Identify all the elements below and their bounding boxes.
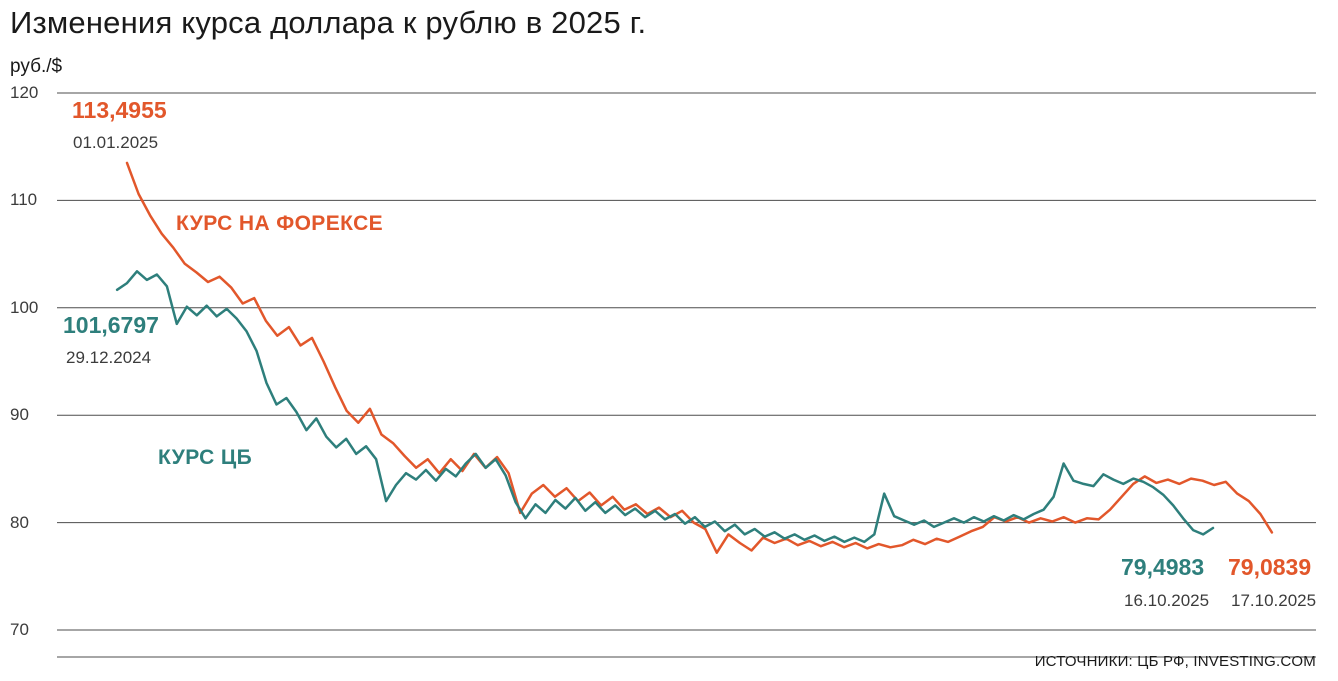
cb-start-value: 101,6797 [63,312,159,338]
y-tick-label: 110 [10,190,38,210]
forex-start-value: 113,4955 [72,97,167,123]
cb-end-date: 16.10.2025 [1124,591,1210,610]
y-axis-unit-label: руб./$ [10,56,63,77]
y-tick-label: 70 [10,620,29,639]
cb-start-date: 29.12.2024 [66,348,152,367]
y-tick-label: 90 [10,405,29,425]
forex-line [125,161,1274,554]
forex-end-date: 17.10.2025 [1231,591,1317,610]
chart-title: Изменения курса доллара к рублю в 2025 г… [10,5,647,40]
cb-end-value: 79,4983 [1121,554,1205,580]
forex-end-value: 79,0839 [1228,554,1312,580]
y-tick-label: 80 [10,512,29,532]
y-tick-label: 120 [10,83,39,102]
forex-start-date: 01.01.2025 [73,133,159,152]
forex-series-label: КУРС НА ФОРЕКСЕ [176,212,384,235]
cb-series-label: КУРС ЦБ [158,446,253,469]
source-credit: ИСТОЧНИКИ: ЦБ РФ, INVESTING.COM [1034,653,1316,670]
y-tick-label: 100 [10,297,39,317]
cb-line [115,270,1215,544]
